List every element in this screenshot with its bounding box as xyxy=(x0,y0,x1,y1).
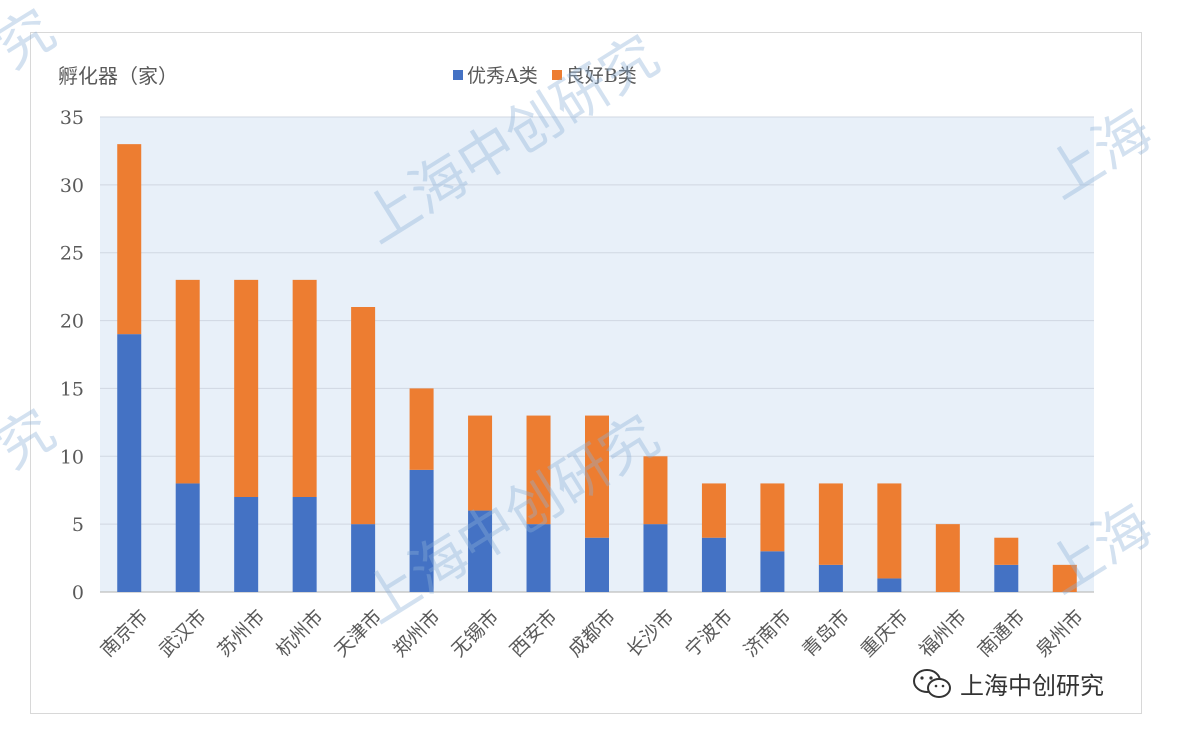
x-tick-label: 苏州市 xyxy=(213,606,269,662)
legend-swatch-b xyxy=(551,69,562,80)
x-tick-label: 青岛市 xyxy=(798,606,854,662)
legend-label-b: 良好B类 xyxy=(565,65,637,87)
bar-segment-a xyxy=(234,497,259,592)
bar-segment-a xyxy=(292,497,317,592)
x-tick-label: 重庆市 xyxy=(857,606,913,662)
x-tick-label: 西安市 xyxy=(506,606,562,662)
bar-segment-a xyxy=(994,564,1019,592)
y-tick-label: 0 xyxy=(72,582,84,604)
x-tick-label: 南通市 xyxy=(974,606,1030,662)
legend-label-a: 优秀A类 xyxy=(467,65,538,87)
bar-segment-a xyxy=(117,334,142,592)
wechat-icon xyxy=(913,668,951,698)
y-tick-label: 35 xyxy=(60,107,84,129)
y-tick-label: 10 xyxy=(60,446,84,468)
bar-segment-a xyxy=(877,578,902,592)
bar-segment-a xyxy=(526,524,551,592)
y-tick-label: 5 xyxy=(72,514,84,536)
brand-badge: 上海中创研究 xyxy=(912,666,1104,701)
bar-segment-b xyxy=(409,388,434,470)
bar-segment-b xyxy=(701,483,726,538)
x-tick-label: 郑州市 xyxy=(389,606,445,662)
brand-text: 上海中创研究 xyxy=(960,672,1104,700)
x-tick-label: 宁波市 xyxy=(681,606,737,662)
bar-segment-a xyxy=(468,510,493,592)
bar-segment-b xyxy=(818,483,843,565)
bar-segment-a xyxy=(701,537,726,592)
bar-segment-b xyxy=(935,524,960,592)
x-tick-label: 福州市 xyxy=(915,606,971,662)
bar-segment-b xyxy=(585,415,609,538)
bar-segment-b xyxy=(175,279,200,484)
y-axis-label: 孵化器（家） xyxy=(58,64,178,88)
legend: 优秀A类 良好B类 xyxy=(453,61,637,88)
bar-segment-a xyxy=(351,524,376,592)
bar-segment-b xyxy=(117,144,142,335)
bar-segment-b xyxy=(234,279,259,497)
bar-segment-b xyxy=(468,415,493,511)
bar-segment-a xyxy=(175,483,200,592)
bar-segment-b xyxy=(526,415,551,525)
y-tick-label: 15 xyxy=(60,378,84,400)
bar-segment-b xyxy=(351,307,376,525)
bar-segment-b xyxy=(1052,564,1077,592)
x-tick-label: 南京市 xyxy=(97,606,153,662)
legend-item-b: 良好B类 xyxy=(551,61,637,88)
bar-segment-a xyxy=(643,524,668,592)
x-tick-label: 武汉市 xyxy=(155,606,211,662)
legend-item-a: 优秀A类 xyxy=(453,61,538,88)
x-tick-label: 杭州市 xyxy=(272,606,328,662)
bar-segment-b xyxy=(877,483,902,579)
bar-segment-a xyxy=(409,469,434,592)
bar-segment-a xyxy=(760,551,785,592)
y-tick-label: 25 xyxy=(60,243,84,265)
x-tick-label: 成都市 xyxy=(564,606,620,662)
bar-segment-a xyxy=(818,564,843,592)
x-tick-label: 无锡市 xyxy=(447,606,503,662)
x-tick-label: 天津市 xyxy=(330,606,386,662)
x-tick-label: 济南市 xyxy=(740,606,796,662)
legend-swatch-a xyxy=(453,69,463,80)
y-tick-label: 30 xyxy=(60,175,84,197)
bar-segment-b xyxy=(292,279,317,497)
bar-segment-a xyxy=(585,537,609,592)
bar-segment-b xyxy=(760,483,785,552)
x-tick-label: 泉州市 xyxy=(1032,606,1088,662)
bar-segment-b xyxy=(643,456,668,525)
x-tick-label: 长沙市 xyxy=(623,606,679,662)
y-tick-label: 20 xyxy=(60,311,84,333)
bar-segment-b xyxy=(994,537,1019,565)
